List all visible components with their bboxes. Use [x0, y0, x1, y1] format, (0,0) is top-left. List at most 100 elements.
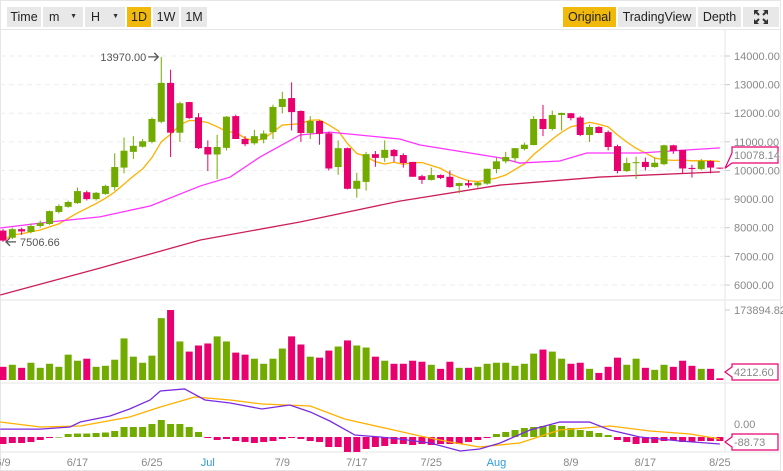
candle-down [446, 176, 454, 188]
interval-1d-button[interactable]: 1D [127, 7, 151, 27]
volume-bar [651, 369, 659, 380]
time-axis-label: 8/17 [635, 457, 656, 469]
volume-bar [707, 368, 715, 380]
ma25-line [0, 131, 720, 229]
candle-up [697, 161, 705, 170]
caret-down-icon: ▼ [70, 13, 77, 20]
volume-bar [111, 359, 119, 380]
macd-histogram-bar [595, 432, 603, 437]
candle-up [157, 82, 165, 122]
volume-bar [418, 361, 426, 380]
macd-last-label-box [723, 433, 779, 451]
macd-histogram-bar [213, 437, 221, 440]
chart-frame [0, 29, 781, 471]
volume-bar [437, 368, 445, 380]
volume-bar [278, 348, 286, 380]
volume-bar [697, 368, 705, 380]
candle-up [64, 201, 72, 207]
interval-1m-button[interactable]: 1M [181, 7, 207, 27]
candle-up [278, 98, 286, 107]
volume-bar [604, 366, 612, 380]
macd-histogram-bar [55, 437, 63, 438]
macd-histogram-bar [390, 437, 398, 445]
candle-up [623, 163, 631, 172]
time-button[interactable]: Time [7, 7, 41, 27]
volume-bar [195, 345, 203, 380]
price-axis-label: 7000.00 [734, 251, 774, 263]
volume-bar [36, 367, 44, 380]
candle-up [8, 229, 16, 238]
macd-histogram-bar [297, 437, 305, 439]
interval-1m-label: 1M [185, 10, 203, 24]
macd-histogram-bar [716, 437, 724, 442]
original-view-button[interactable]: Original [563, 7, 616, 27]
candle-down [297, 110, 305, 133]
volume-bar [381, 360, 389, 380]
volume-max-label: 173894.82 [734, 305, 783, 317]
candle-up [334, 148, 342, 168]
candle-up [474, 182, 482, 186]
time-axis-label: 6/25 [141, 457, 162, 469]
volume-bar [343, 340, 351, 380]
minutes-dropdown[interactable]: m ▼ [43, 7, 83, 27]
macd-histogram-bar [0, 437, 7, 445]
candle-down [707, 161, 715, 168]
macd-histogram-bar [399, 437, 407, 445]
macd-histogram-bar [92, 432, 100, 437]
volume-bar [399, 363, 407, 380]
macd-histogram-bar [427, 437, 435, 446]
macd-histogram-bar [343, 437, 351, 452]
volume-bar [679, 360, 687, 380]
volume-bar [241, 354, 249, 380]
candle-up [120, 150, 128, 168]
candle-up [111, 167, 119, 188]
candle-down [409, 161, 417, 177]
candle-up [176, 103, 184, 133]
price-axis-label: 12000.00 [734, 108, 780, 120]
interval-1w-button[interactable]: 1W [153, 7, 179, 27]
volume-bar [669, 366, 677, 380]
volume-bar [660, 364, 668, 380]
candle-up [427, 175, 435, 180]
fullscreen-button[interactable] [743, 7, 779, 27]
volume-bar [530, 353, 538, 380]
macd-histogram-bar [576, 429, 584, 437]
macd-zero-label: 0.00 [734, 419, 755, 431]
tradingview-label: TradingView [622, 10, 692, 24]
arrow-right-icon [148, 52, 160, 62]
price-axis-label: 14000.00 [734, 51, 780, 63]
volume-bar [176, 341, 184, 380]
macd-histogram-bar [8, 437, 16, 443]
candle-up [46, 211, 54, 224]
macd-histogram-bar [73, 433, 81, 437]
macd-histogram-bar [46, 437, 54, 439]
macd-histogram-bar [465, 437, 472, 443]
chart-toolbar: Time m ▼ H ▼ 1D 1W 1M Original TradingView… [0, 0, 781, 29]
macd-histogram-bar [195, 431, 203, 437]
candle-up [660, 145, 668, 165]
candle-up [651, 162, 659, 168]
last-price-label: 10078.14 [734, 150, 780, 162]
macd-histogram-bar [269, 437, 277, 442]
time-axis-label: Aug [487, 457, 507, 469]
macd-histogram-bar [18, 437, 26, 443]
candle-up [92, 192, 100, 200]
macd-histogram-bar [446, 437, 454, 445]
macd-histogram-bar [83, 433, 91, 437]
volume-bar [455, 367, 463, 380]
candle-up [36, 222, 44, 227]
volume-bar [316, 357, 324, 380]
candle-up [381, 149, 389, 158]
macd-histogram-bar [688, 437, 696, 443]
volume-bar [288, 336, 296, 380]
macd-histogram-bar [697, 437, 705, 442]
depth-button[interactable]: Depth [698, 7, 741, 27]
macd-histogram-bar [157, 419, 165, 437]
tradingview-button[interactable]: TradingView [618, 7, 696, 27]
volume-bar [73, 360, 81, 380]
hours-dropdown[interactable]: H ▼ [85, 7, 125, 27]
volume-bar [139, 362, 147, 380]
candle-down [539, 118, 547, 129]
candle-down [18, 229, 26, 232]
